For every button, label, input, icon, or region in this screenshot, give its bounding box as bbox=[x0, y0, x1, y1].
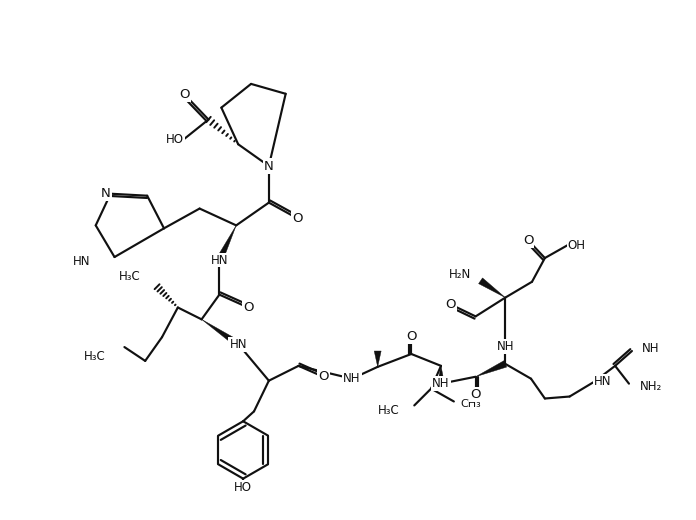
Text: N: N bbox=[101, 187, 111, 200]
Polygon shape bbox=[202, 319, 240, 347]
Text: HO: HO bbox=[166, 133, 184, 146]
Text: O: O bbox=[445, 298, 456, 311]
Text: O: O bbox=[318, 370, 329, 383]
Polygon shape bbox=[438, 366, 445, 384]
Text: H₃C: H₃C bbox=[84, 350, 106, 363]
Polygon shape bbox=[479, 278, 505, 297]
Text: HN: HN bbox=[594, 375, 612, 388]
Polygon shape bbox=[216, 225, 236, 262]
Text: H₃C: H₃C bbox=[378, 404, 400, 417]
Text: HN: HN bbox=[230, 337, 247, 350]
Polygon shape bbox=[475, 361, 507, 376]
Text: H₃C: H₃C bbox=[118, 270, 140, 283]
Text: O: O bbox=[523, 233, 533, 246]
Text: HN: HN bbox=[73, 255, 90, 268]
Text: O: O bbox=[470, 388, 481, 401]
Text: HN: HN bbox=[211, 253, 228, 266]
Text: NH: NH bbox=[496, 340, 514, 353]
Text: HO: HO bbox=[234, 481, 252, 494]
Text: NH: NH bbox=[432, 377, 450, 390]
Text: N: N bbox=[264, 160, 274, 173]
Text: NH: NH bbox=[642, 342, 659, 355]
Text: NH₂: NH₂ bbox=[640, 380, 662, 393]
Text: OH: OH bbox=[568, 239, 585, 252]
Text: O: O bbox=[292, 212, 303, 225]
Text: O: O bbox=[243, 301, 253, 314]
Polygon shape bbox=[374, 351, 381, 367]
Text: O: O bbox=[406, 330, 417, 343]
Text: O: O bbox=[180, 88, 190, 101]
Text: H₂N: H₂N bbox=[448, 268, 470, 281]
Text: NH: NH bbox=[343, 372, 361, 385]
Text: CH₃: CH₃ bbox=[461, 399, 482, 409]
